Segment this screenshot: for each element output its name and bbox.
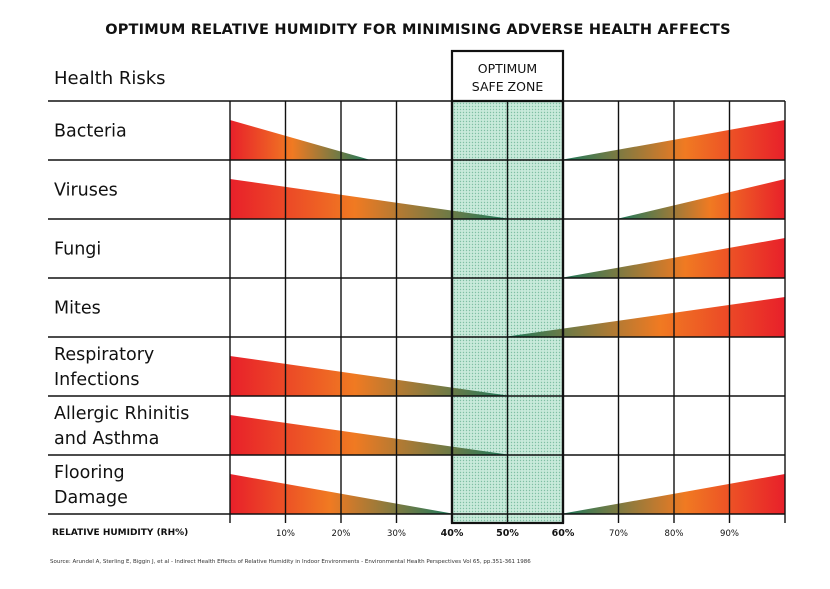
row-label: Infections	[54, 370, 139, 390]
risk-wedge-low	[230, 179, 508, 219]
row-label: Flooring	[54, 463, 125, 483]
risk-wedge-low	[230, 356, 508, 396]
optimum-zone-border	[450, 49, 565, 525]
optimum-zone-label-line2: SAFE ZONE	[472, 79, 544, 94]
x-tick-label: 60%	[552, 528, 575, 539]
row-label: Bacteria	[54, 122, 127, 142]
row-label: Mites	[54, 299, 101, 319]
x-tick-label: 40%	[441, 528, 464, 539]
risk-wedge-low	[230, 120, 369, 160]
x-tick-label: 90%	[720, 529, 739, 539]
row-label: and Asthma	[54, 429, 159, 449]
x-tick-label: 50%	[496, 528, 519, 539]
row-label: Allergic Rhinitis	[54, 404, 189, 424]
labels-layer: Health Risks OPTIMUM SAFE ZONE Bacteria Viru…	[52, 61, 739, 539]
risk-wedge-high	[507, 297, 785, 337]
row-label: Damage	[54, 488, 128, 508]
risk-wedge-low	[230, 415, 508, 455]
x-tick-label: 30%	[387, 529, 406, 539]
row-label: Viruses	[54, 181, 118, 201]
optimum-zone-label-line1: OPTIMUM	[478, 61, 537, 76]
row-label: Fungi	[54, 240, 101, 260]
row-label: Respiratory	[54, 345, 154, 365]
row-header-label: Health Risks	[54, 68, 166, 89]
risk-wedge-high	[618, 179, 785, 219]
x-tick-label: 10%	[276, 529, 295, 539]
source-note: Source: Arundel A, Sterling E, Biggin J,…	[50, 559, 531, 565]
x-tick-label: 20%	[332, 529, 351, 539]
chart-title: OPTIMUM RELATIVE HUMIDITY FOR MINIMISING…	[105, 22, 731, 38]
x-axis-label: RELATIVE HUMIDITY (RH%)	[52, 528, 188, 538]
x-tick-label: 70%	[609, 529, 628, 539]
grid-layer	[48, 49, 786, 525]
x-tick-label: 80%	[665, 529, 684, 539]
